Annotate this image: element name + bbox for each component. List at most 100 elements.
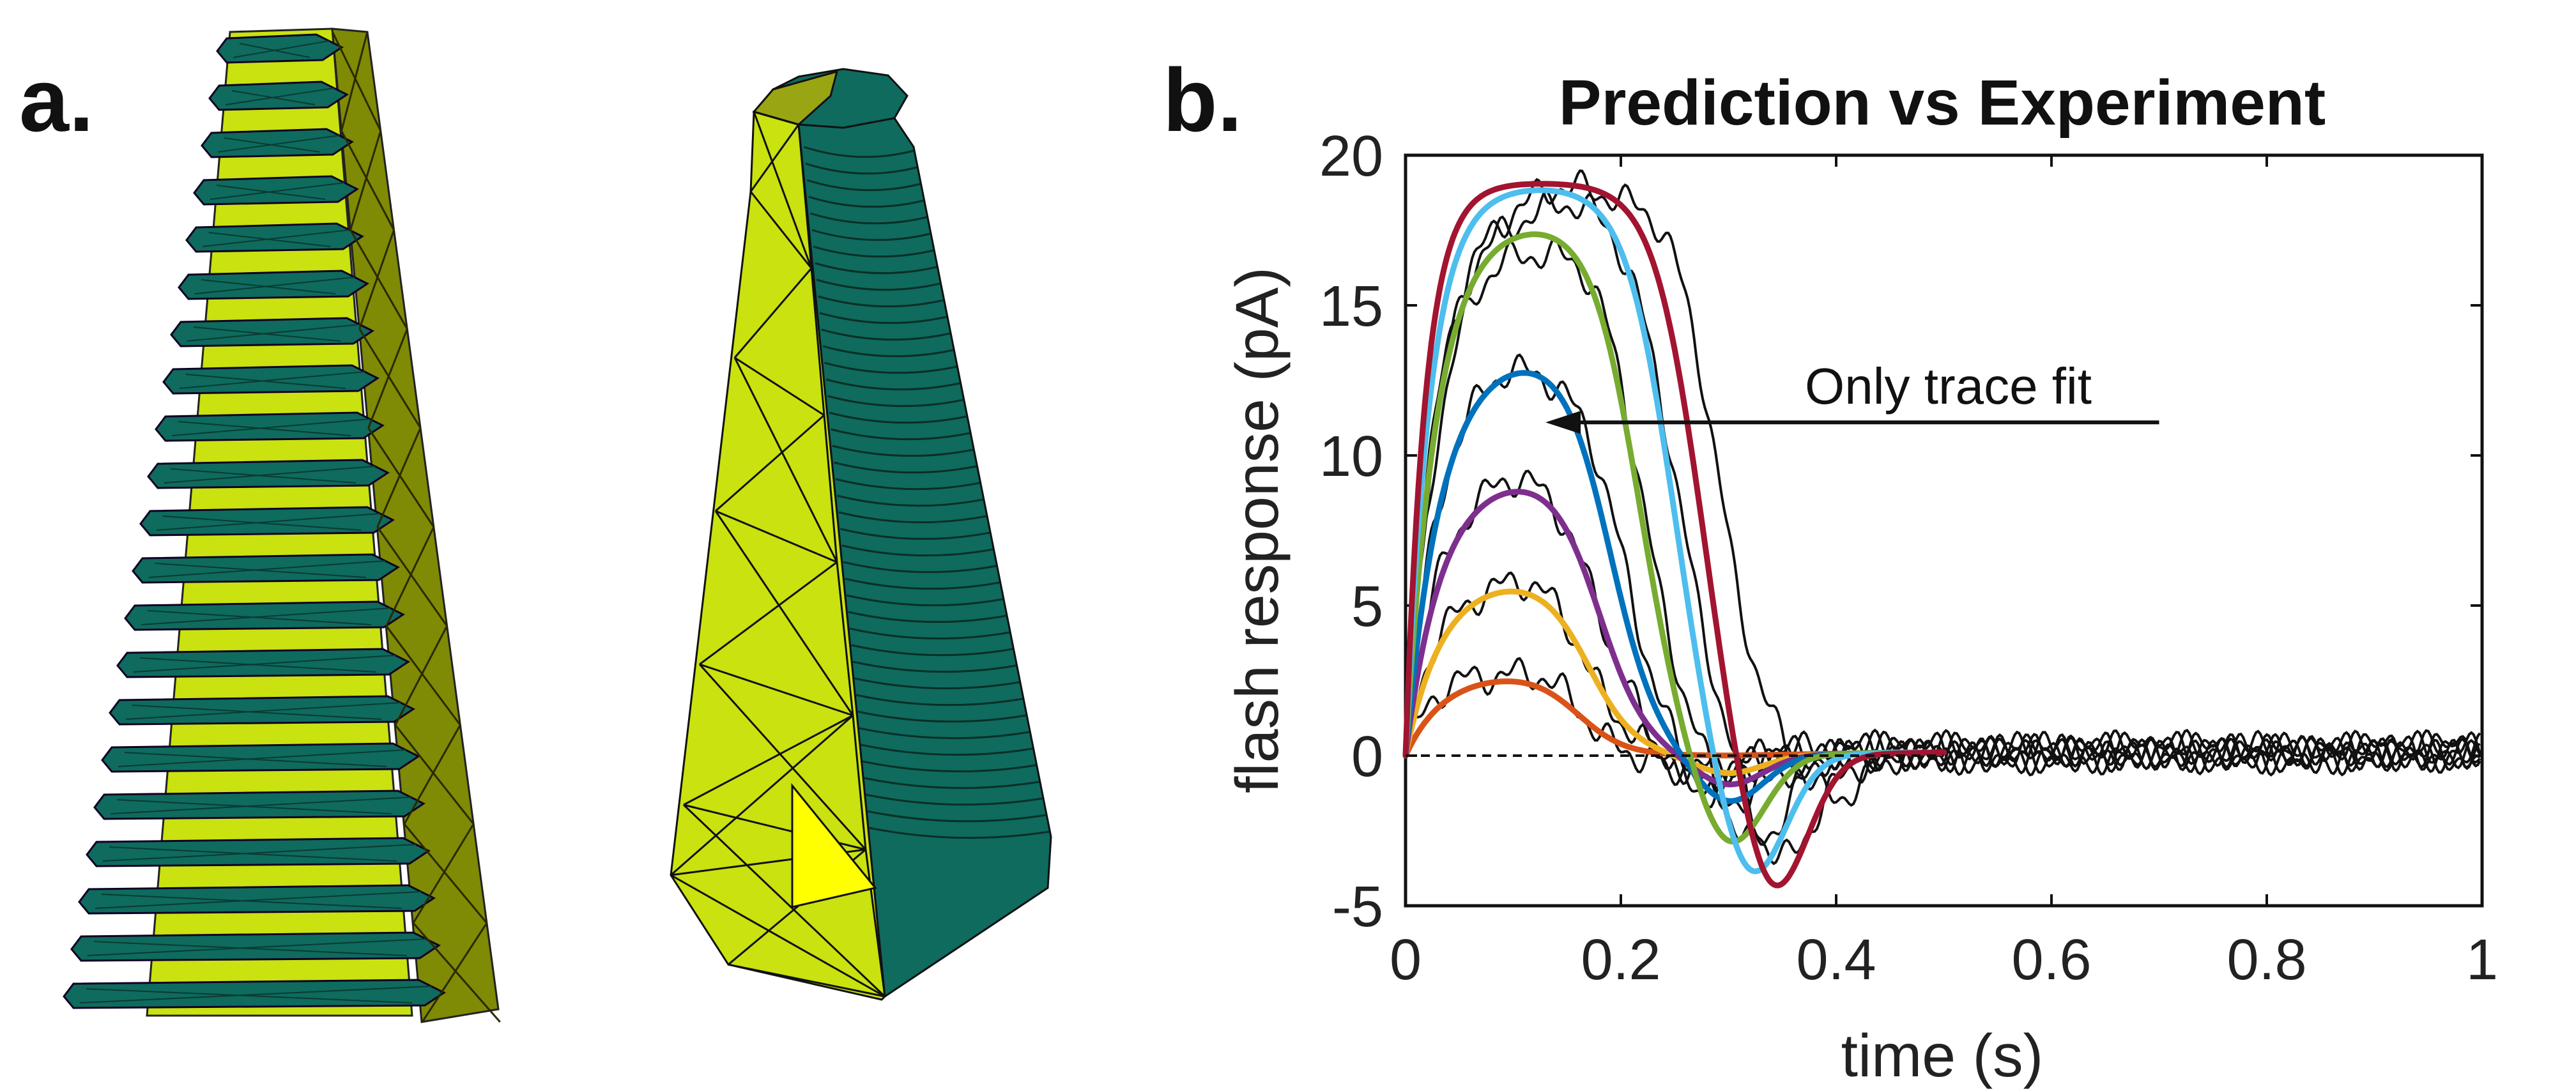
x-axis-label: time (s) <box>1841 1022 2044 1090</box>
mesh-facet-line <box>670 874 885 998</box>
mesh-wall-line <box>376 526 448 627</box>
mesh-disc-edge <box>162 515 362 531</box>
mesh-stack-edge <box>839 528 990 540</box>
mesh-disc-edge <box>179 371 365 389</box>
mesh-facet-line <box>715 414 825 512</box>
mesh-wall-line <box>412 823 475 924</box>
mesh-disc <box>147 459 390 489</box>
rod-mesh-left <box>63 27 501 1023</box>
annotation-text: Only trace fit <box>1805 358 2092 415</box>
mesh-wall-line <box>394 724 475 825</box>
mesh-stack-edge <box>811 229 931 241</box>
mesh-wall-line <box>403 823 488 924</box>
mesh-disc <box>155 411 385 442</box>
panel-a-label: a. <box>19 50 94 150</box>
mesh-stack-edge <box>815 262 937 275</box>
mesh-facet-line <box>749 191 813 269</box>
mesh-wall-line <box>376 427 422 528</box>
mesh-stack-edge <box>829 411 967 424</box>
mesh-disc-edge <box>95 891 422 909</box>
mesh-wall-line <box>385 526 435 627</box>
mesh-facet-line <box>699 663 854 717</box>
mesh-facet-line <box>733 357 838 563</box>
mesh-disc <box>86 837 431 867</box>
mesh-stack-edge <box>852 660 1016 673</box>
mesh-wall-line <box>367 328 408 429</box>
mesh-stack-edge <box>803 146 914 158</box>
mesh-disc <box>132 553 400 584</box>
mesh-stack-edge <box>843 561 997 574</box>
x-tick-label: 0.8 <box>2227 928 2306 992</box>
mesh-stack-edge <box>836 494 983 507</box>
mesh-stack-edge <box>809 212 928 225</box>
mesh-right-bright-facet <box>791 782 877 908</box>
y-tick-label: 0 <box>1351 725 1383 789</box>
mesh-stack-edge <box>862 760 1036 773</box>
mesh-left-discs <box>63 33 446 1009</box>
mesh-stack-edge <box>848 611 1007 623</box>
mesh-disc-edge <box>156 513 381 531</box>
annotation-arrow <box>1545 411 2159 434</box>
mesh-disc <box>63 979 446 1009</box>
mesh-stack-edge <box>819 312 947 324</box>
mesh-stack-edge <box>805 162 917 175</box>
mesh-wall-line <box>412 922 501 1023</box>
mesh-disc-edge <box>110 797 411 814</box>
mesh-disc <box>139 506 395 537</box>
mesh-stack-edge <box>849 627 1010 640</box>
mesh-stack-edge <box>861 744 1033 756</box>
mesh-disc <box>170 317 374 347</box>
mesh-disc-edge <box>125 702 401 720</box>
y-axis-ticks: -5 0 5 10 15 20 <box>1319 125 2482 939</box>
mesh-disc <box>101 742 420 773</box>
mesh-disc <box>109 695 415 726</box>
mesh-facet-line <box>683 714 854 806</box>
x-tick-label: 0.4 <box>1796 928 1876 992</box>
mesh-stack-edge <box>834 461 977 474</box>
mesh-disc-edge <box>87 938 427 956</box>
mesh-stack-edge <box>821 328 951 341</box>
mesh-wall-line <box>385 625 461 726</box>
mesh-disc-edge <box>147 610 372 625</box>
x-tick-label: 0.2 <box>1581 928 1660 992</box>
x-tick-label: 1 <box>2466 928 2498 992</box>
mesh-facet-line <box>810 268 825 416</box>
mesh-facet-line <box>728 963 885 998</box>
mesh-stack-edge <box>859 727 1030 740</box>
mesh-stack-edge <box>838 511 987 524</box>
mesh-facet-line <box>715 510 838 563</box>
mesh-facet-line <box>864 849 886 997</box>
mesh-wall-line <box>358 229 395 330</box>
mesh-stack-edge <box>867 810 1046 823</box>
mesh-facet-line <box>753 111 813 269</box>
mesh-facet-line <box>836 561 854 716</box>
mesh-stack-edge <box>851 644 1013 657</box>
mesh-disc-edge <box>86 988 413 1003</box>
mesh-wall-line <box>349 229 408 330</box>
y-axis-label: flash response (pA) <box>1223 267 1291 793</box>
mesh-disc <box>70 931 441 962</box>
y-tick-label: 5 <box>1351 575 1383 639</box>
experiment-trace <box>1404 169 2481 807</box>
mesh-wall-line <box>403 724 461 825</box>
experiment-trace <box>1404 237 2481 846</box>
mesh-stack-edge <box>846 594 1004 607</box>
experiment-traces <box>1404 169 2481 866</box>
mesh-wall-line <box>367 427 435 528</box>
chart-title: Prediction vs Experiment <box>1559 67 2326 139</box>
annotation-arrow-head <box>1545 411 1581 434</box>
mesh-stack-edge <box>845 577 1000 590</box>
mesh-disc-edge <box>194 277 355 294</box>
mesh-disc-edge <box>155 563 367 578</box>
mesh-disc-edge <box>170 468 356 484</box>
model-trace <box>1402 181 1947 889</box>
mesh-disc-edge <box>79 986 432 1003</box>
x-axis-ticks: 0 0.2 0.4 0.6 0.8 1 <box>1390 155 2498 992</box>
mesh-wall-line <box>341 31 369 132</box>
y-tick-label: 20 <box>1319 125 1383 188</box>
mesh-stack-edge <box>832 445 974 457</box>
mesh-stack-edge <box>841 544 993 557</box>
mesh-facet-line <box>734 356 825 416</box>
mesh-stack-edge <box>827 395 963 408</box>
